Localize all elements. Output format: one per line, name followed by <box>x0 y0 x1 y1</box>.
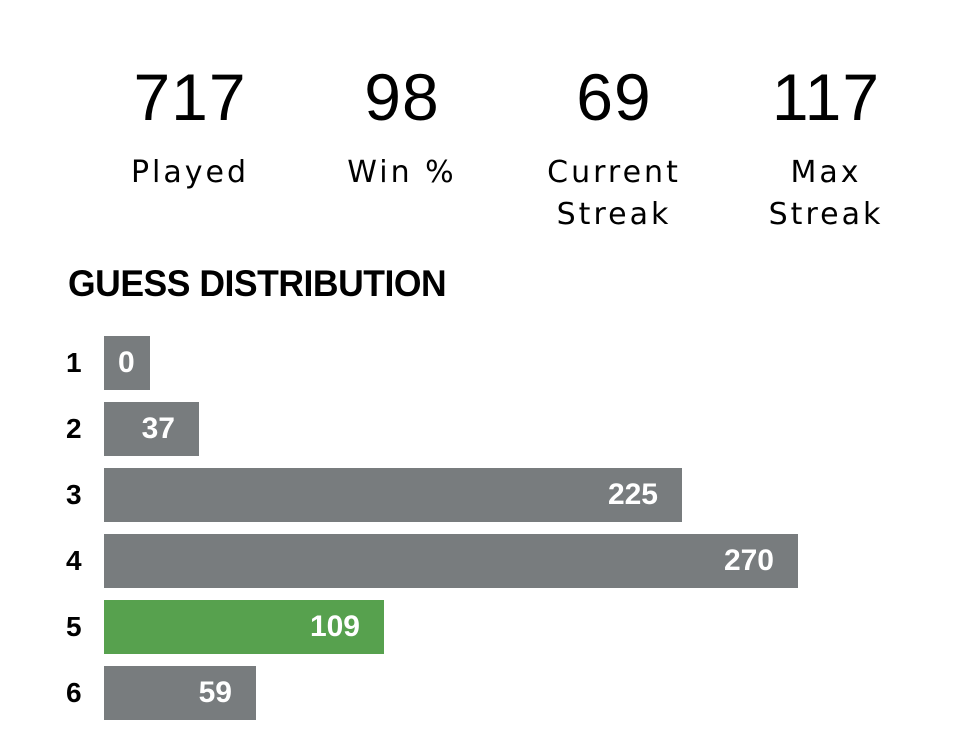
stat-current-streak: 69 Current Streak <box>508 58 720 236</box>
guess-number-label: 2 <box>66 413 82 444</box>
distribution-row-4: 4 270 <box>0 534 963 588</box>
guess-distribution-title: GUESS DISTRIBUTION <box>68 263 447 304</box>
stat-max-streak: 117 Max Streak <box>720 58 932 236</box>
guess-number-label: 6 <box>66 677 82 708</box>
distribution-bar: 109 <box>104 600 384 654</box>
distribution-row-3: 3 225 <box>0 468 963 522</box>
stat-value: 98 <box>364 60 440 134</box>
distribution-bar: 270 <box>104 534 798 588</box>
distribution-row-2: 2 37 <box>0 402 963 456</box>
distribution-row-5: 5 109 <box>0 600 963 654</box>
distribution-bar: 0 <box>104 336 150 390</box>
distribution-bar: 59 <box>104 666 256 720</box>
bar-value-label: 270 <box>723 544 774 577</box>
bar-value-label: 37 <box>141 412 175 445</box>
stat-label: Played <box>130 155 250 190</box>
bar-value-label: 225 <box>607 478 658 511</box>
distribution-bar: 225 <box>104 468 682 522</box>
stat-win-percent: 98 Win % <box>296 58 508 236</box>
stat-played: 717 Played <box>84 58 296 236</box>
stats-row: 717 Played 98 Win % 69 Current Streak 11… <box>84 58 932 236</box>
distribution-row-6: 6 59 <box>0 666 963 720</box>
stat-label: Max Streak <box>768 155 884 232</box>
stat-value: 69 <box>576 60 652 134</box>
stat-value: 717 <box>133 60 247 134</box>
bar-value-label: 0 <box>118 346 135 379</box>
bar-value-label: 59 <box>198 676 232 709</box>
stat-value: 117 <box>771 60 881 134</box>
guess-number-label: 5 <box>66 611 82 642</box>
guess-number-label: 4 <box>66 545 82 576</box>
distribution-bar: 37 <box>104 402 199 456</box>
guess-number-label: 1 <box>66 347 82 378</box>
guess-number-label: 3 <box>66 479 82 510</box>
stat-label: Win % <box>347 155 457 190</box>
bar-value-label: 109 <box>309 610 360 643</box>
stat-label: Current Streak <box>547 155 681 232</box>
